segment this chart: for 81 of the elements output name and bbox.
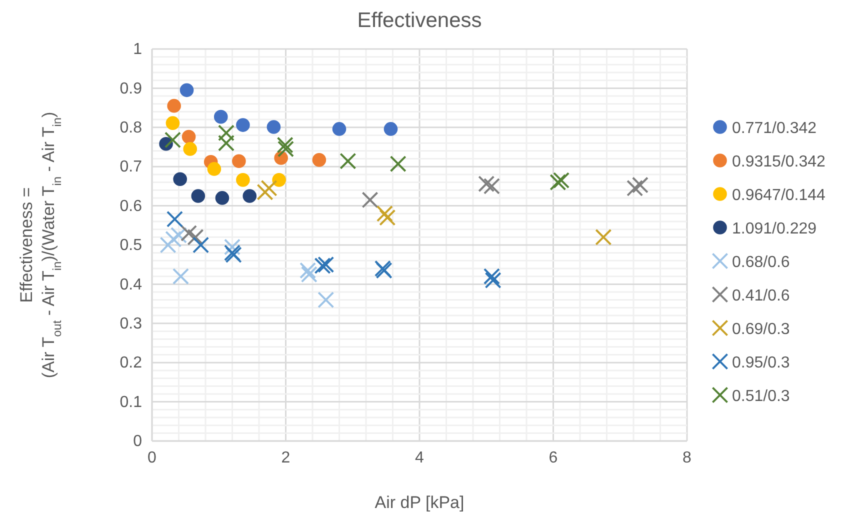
legend-label: 0.9315/0.342 — [732, 154, 826, 170]
point — [232, 154, 246, 168]
point — [632, 176, 648, 194]
y-tick-label: 0.5 — [120, 237, 142, 254]
legend-label: 1.091/0.229 — [732, 220, 817, 238]
point — [595, 228, 612, 246]
legend-label: 0.9647/0.144 — [732, 187, 826, 204]
point — [312, 153, 326, 167]
point — [300, 266, 318, 283]
y-tick-label: 0.2 — [120, 354, 142, 372]
point — [390, 156, 406, 172]
point — [478, 176, 495, 192]
point — [483, 268, 500, 285]
legend-label: 0.51/0.3 — [732, 388, 790, 405]
point — [318, 292, 334, 308]
point — [376, 205, 394, 222]
point — [180, 83, 194, 98]
point — [187, 228, 204, 246]
point — [272, 173, 286, 187]
point — [236, 118, 250, 132]
point — [224, 238, 241, 256]
x-tick-label: 8 — [682, 449, 692, 466]
point — [214, 110, 228, 124]
point — [166, 210, 184, 228]
point — [483, 178, 500, 194]
point — [276, 136, 294, 154]
x-axis-title: Air dP [kPa] — [374, 493, 464, 512]
point — [236, 173, 250, 187]
point — [340, 152, 356, 170]
point — [165, 230, 182, 248]
point — [318, 256, 334, 273]
point — [314, 258, 331, 274]
point — [164, 132, 182, 148]
point — [332, 122, 346, 136]
point — [256, 184, 274, 200]
point — [362, 192, 378, 208]
y-tick-label: 0.9 — [120, 80, 142, 98]
point — [192, 236, 210, 254]
y-tick-label: 0.1 — [120, 394, 142, 411]
point — [167, 98, 181, 113]
x-tick-label: 4 — [415, 449, 424, 466]
point — [215, 191, 230, 205]
legend-label: 0.69/0.3 — [732, 321, 790, 338]
point — [266, 120, 281, 134]
point — [379, 209, 396, 226]
point — [160, 236, 176, 254]
point — [384, 122, 398, 136]
legend-label: 0.41/0.6 — [732, 288, 790, 304]
point — [191, 189, 206, 203]
x-tick-label: 2 — [281, 449, 290, 466]
point — [183, 142, 198, 156]
legend-label: 0.95/0.3 — [732, 354, 790, 372]
point — [218, 134, 235, 152]
y-tick-label: 0.8 — [120, 120, 142, 137]
point — [218, 124, 235, 142]
point — [166, 116, 180, 130]
point — [207, 162, 222, 176]
chart-title: Effectiveness — [357, 9, 482, 32]
point — [180, 224, 198, 242]
point — [484, 272, 502, 289]
x-tick-label: 6 — [548, 449, 558, 466]
y-tick-label: 0.3 — [120, 316, 142, 333]
y-tick-label: 0.4 — [120, 276, 142, 294]
point — [277, 140, 294, 158]
point — [260, 180, 278, 196]
legend-label: 0.68/0.6 — [732, 254, 790, 271]
y-tick-label: 0.7 — [120, 158, 142, 176]
point — [626, 180, 644, 196]
point — [172, 268, 190, 285]
point — [170, 226, 188, 244]
point — [182, 130, 196, 144]
y-tick-label: 0.6 — [120, 198, 142, 215]
point — [300, 262, 316, 279]
y-tick-label: 0 — [133, 433, 142, 450]
legend-label: 0.771/0.342 — [732, 120, 817, 137]
point — [552, 172, 570, 189]
point — [173, 172, 187, 186]
point — [242, 189, 257, 203]
x-tick-label: 0 — [148, 449, 157, 466]
y-tick-label: 1 — [133, 41, 142, 58]
point — [550, 174, 566, 191]
